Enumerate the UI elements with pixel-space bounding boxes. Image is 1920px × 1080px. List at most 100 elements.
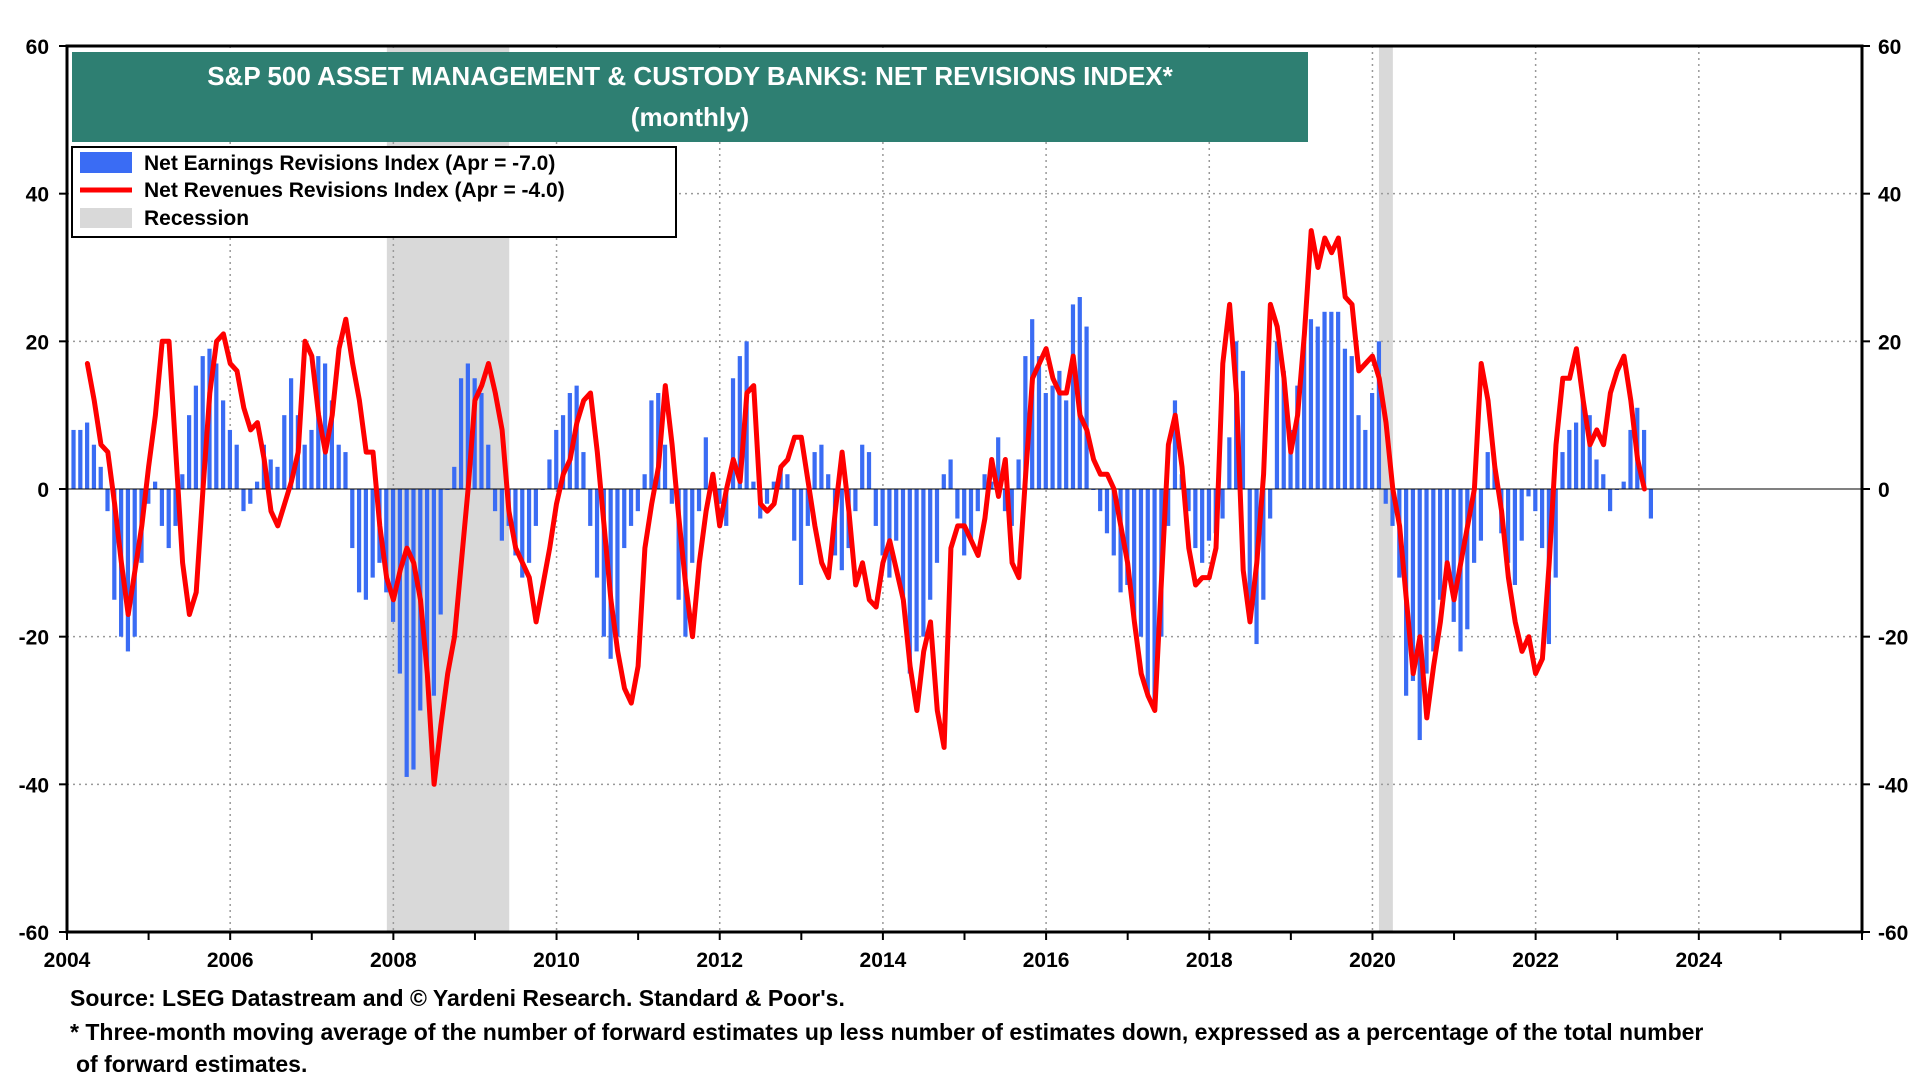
y-tick-label-right: 60 [1878, 36, 1901, 59]
earnings-bar [805, 489, 810, 526]
title-box: S&P 500 ASSET MANAGEMENT & CUSTODY BANKS… [72, 52, 1308, 142]
earnings-bar [1342, 348, 1348, 489]
earnings-bar [282, 415, 287, 489]
earnings-bar [1349, 356, 1354, 489]
earnings-bar [214, 363, 219, 489]
earnings-bar [1553, 489, 1558, 578]
earnings-bar [180, 474, 185, 489]
earnings-bar [853, 489, 858, 512]
earnings-bar [1125, 489, 1130, 585]
earnings-bar [1431, 489, 1436, 652]
earnings-bar [1302, 333, 1307, 489]
chart-subtitle: (monthly) [631, 102, 749, 132]
x-tick-label: 2006 [207, 949, 254, 972]
earnings-bar [1410, 489, 1416, 681]
earnings-bar [594, 489, 600, 578]
earnings-bar [1336, 311, 1341, 489]
earnings-bar [948, 459, 953, 489]
earnings-bar [71, 429, 76, 489]
earnings-bar [662, 444, 668, 489]
earnings-bar [1628, 429, 1633, 489]
earnings-bar [1594, 459, 1599, 489]
earnings-bar [1288, 429, 1293, 489]
y-tick-label-right: 20 [1878, 331, 1901, 354]
earnings-bar [1560, 452, 1565, 489]
earnings-bar [193, 385, 199, 489]
earnings-bar [1200, 489, 1205, 563]
earnings-bar [404, 489, 409, 777]
earnings-bar [1573, 422, 1579, 489]
earnings-bar [900, 489, 906, 600]
earnings-bar [533, 489, 538, 526]
earnings-bar [268, 459, 273, 489]
earnings-bar [424, 489, 430, 674]
earnings-bar [1036, 356, 1042, 489]
earnings-bar [860, 444, 865, 489]
earnings-bar [1138, 489, 1144, 637]
earnings-bar [1118, 489, 1123, 593]
earnings-bar [336, 444, 341, 489]
earnings-bar [370, 489, 375, 578]
earnings-bar [880, 489, 885, 556]
earnings-bar [1132, 489, 1137, 622]
earnings-bar [1512, 489, 1518, 585]
earnings-bar [526, 489, 532, 563]
earnings-bar [1274, 341, 1280, 489]
earnings-bar [866, 452, 872, 489]
earnings-bar [1376, 341, 1382, 489]
earnings-bar [669, 489, 674, 504]
earnings-bar [1648, 489, 1653, 519]
legend-label-earnings: Net Earnings Revisions Index (Apr = -7.0… [144, 152, 555, 175]
earnings-bar [1057, 370, 1062, 489]
x-tick-label: 2014 [860, 949, 907, 972]
earnings-bar [159, 489, 165, 526]
earnings-bar [1601, 474, 1606, 489]
earnings-bar [826, 474, 831, 489]
earnings-bar [1220, 489, 1225, 519]
earnings-bar [1193, 489, 1198, 549]
y-tick-label-right: -60 [1878, 922, 1908, 945]
earnings-bar [78, 429, 83, 489]
earnings-bar [588, 489, 593, 526]
earnings-bar [1172, 400, 1178, 489]
earnings-bar [894, 489, 899, 541]
earnings-bar [649, 400, 654, 489]
y-tick-label-left: -20 [19, 627, 49, 650]
earnings-bar [1023, 356, 1028, 489]
earnings-bar [322, 363, 328, 489]
x-tick-label: 2012 [696, 949, 743, 972]
earnings-bar [329, 400, 334, 489]
earnings-bar [601, 489, 606, 637]
earnings-bar [1465, 489, 1470, 630]
earnings-bar [764, 489, 770, 504]
earnings-bar [887, 489, 892, 578]
y-tick-label-right: -40 [1878, 774, 1908, 797]
earnings-bar [1567, 429, 1572, 489]
earnings-bar [560, 415, 566, 489]
earnings-bar [105, 489, 110, 512]
earnings-bar [241, 489, 246, 512]
earnings-bar [1111, 489, 1116, 556]
revenues-line [84, 228, 1647, 787]
earnings-bar [85, 422, 90, 489]
earnings-bar [1261, 489, 1266, 600]
earnings-bar [792, 489, 797, 541]
y-tick-label-left: 20 [26, 331, 49, 354]
earnings-bar [1485, 452, 1490, 489]
earnings-bar [690, 489, 695, 563]
earnings-bar [1621, 481, 1626, 489]
earnings-bar [1580, 400, 1586, 489]
earnings-bar [1506, 489, 1511, 563]
earnings-bar [941, 474, 946, 489]
earnings-bar [1383, 489, 1388, 504]
earnings-bar [248, 489, 253, 504]
footnote-line-1: * Three-month moving average of the numb… [70, 1019, 1704, 1045]
earnings-bar [384, 489, 389, 593]
earnings-bar [1186, 489, 1191, 512]
earnings-bar [1166, 489, 1171, 526]
earnings-bar [309, 429, 314, 489]
earnings-bar [146, 489, 151, 504]
earnings-bar [431, 489, 436, 696]
earnings-bar [819, 444, 824, 489]
earnings-bar [934, 489, 940, 563]
